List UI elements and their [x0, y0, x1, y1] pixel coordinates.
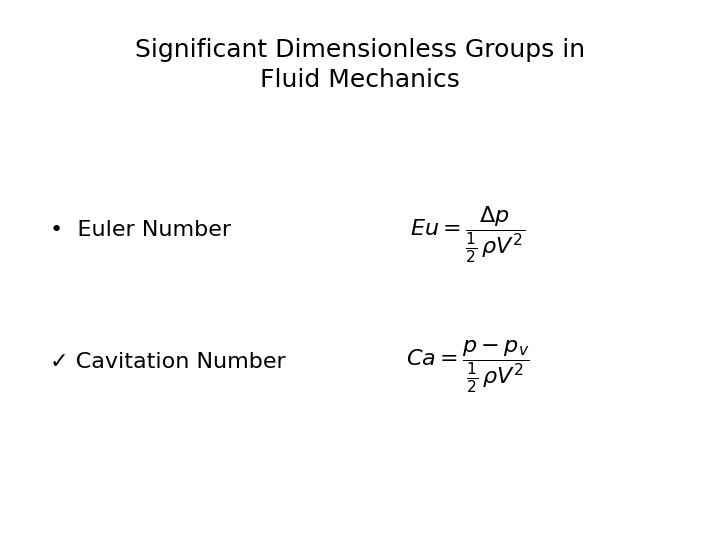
- Text: $Ca = \dfrac{p - p_v}{\frac{1}{2}\,\rho V^2}$: $Ca = \dfrac{p - p_v}{\frac{1}{2}\,\rho …: [406, 339, 530, 395]
- Text: ✓ Cavitation Number: ✓ Cavitation Number: [50, 352, 286, 372]
- Text: $Eu = \dfrac{\Delta p}{\frac{1}{2}\,\rho V^2}$: $Eu = \dfrac{\Delta p}{\frac{1}{2}\,\rho…: [410, 205, 526, 265]
- Text: Significant Dimensionless Groups in
Fluid Mechanics: Significant Dimensionless Groups in Flui…: [135, 38, 585, 92]
- Text: •  Euler Number: • Euler Number: [50, 219, 232, 240]
